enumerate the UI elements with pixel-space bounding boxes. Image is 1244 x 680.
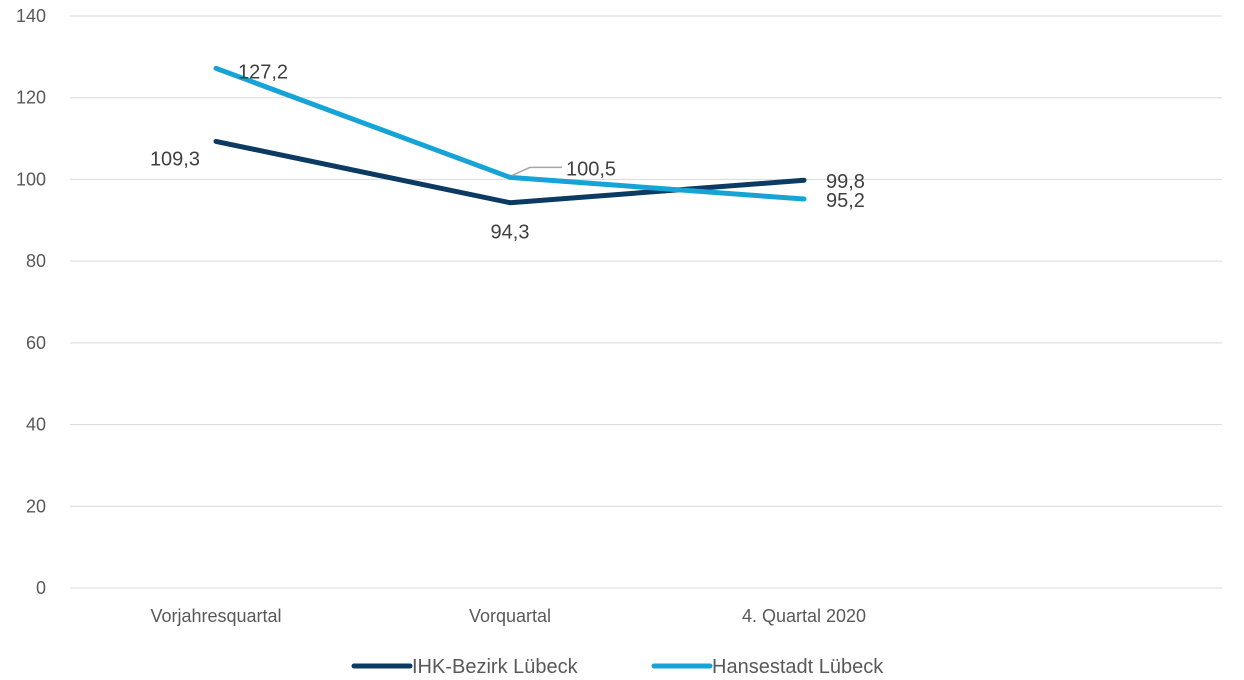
x-tick-label: Vorquartal bbox=[469, 606, 551, 626]
data-label: 94,3 bbox=[491, 222, 530, 244]
data-label: 99,8 bbox=[826, 171, 865, 193]
y-tick-label: 80 bbox=[26, 251, 46, 271]
y-tick-label: 0 bbox=[36, 578, 46, 598]
y-tick-label: 20 bbox=[26, 496, 46, 516]
y-tick-label: 100 bbox=[16, 169, 46, 189]
data-label: 95,2 bbox=[826, 190, 865, 212]
leader-line bbox=[511, 166, 562, 177]
x-tick-label: Vorjahresquartal bbox=[150, 606, 281, 626]
y-tick-label: 120 bbox=[16, 88, 46, 108]
y-tick-label: 60 bbox=[26, 333, 46, 353]
y-tick-label: 40 bbox=[26, 415, 46, 435]
data-label: 127,2 bbox=[238, 61, 288, 83]
series-line-hansestadt bbox=[213, 65, 807, 202]
data-label: 109,3 bbox=[150, 148, 200, 170]
legend-label: Hansestadt Lübeck bbox=[712, 656, 884, 678]
data-label: 100,5 bbox=[566, 158, 616, 180]
series-line-ihk-bezirk bbox=[213, 138, 807, 206]
legend-label: IHK-Bezirk Lübeck bbox=[412, 656, 579, 678]
x-tick-label: 4. Quartal 2020 bbox=[742, 606, 866, 626]
y-tick-label: 140 bbox=[16, 6, 46, 26]
